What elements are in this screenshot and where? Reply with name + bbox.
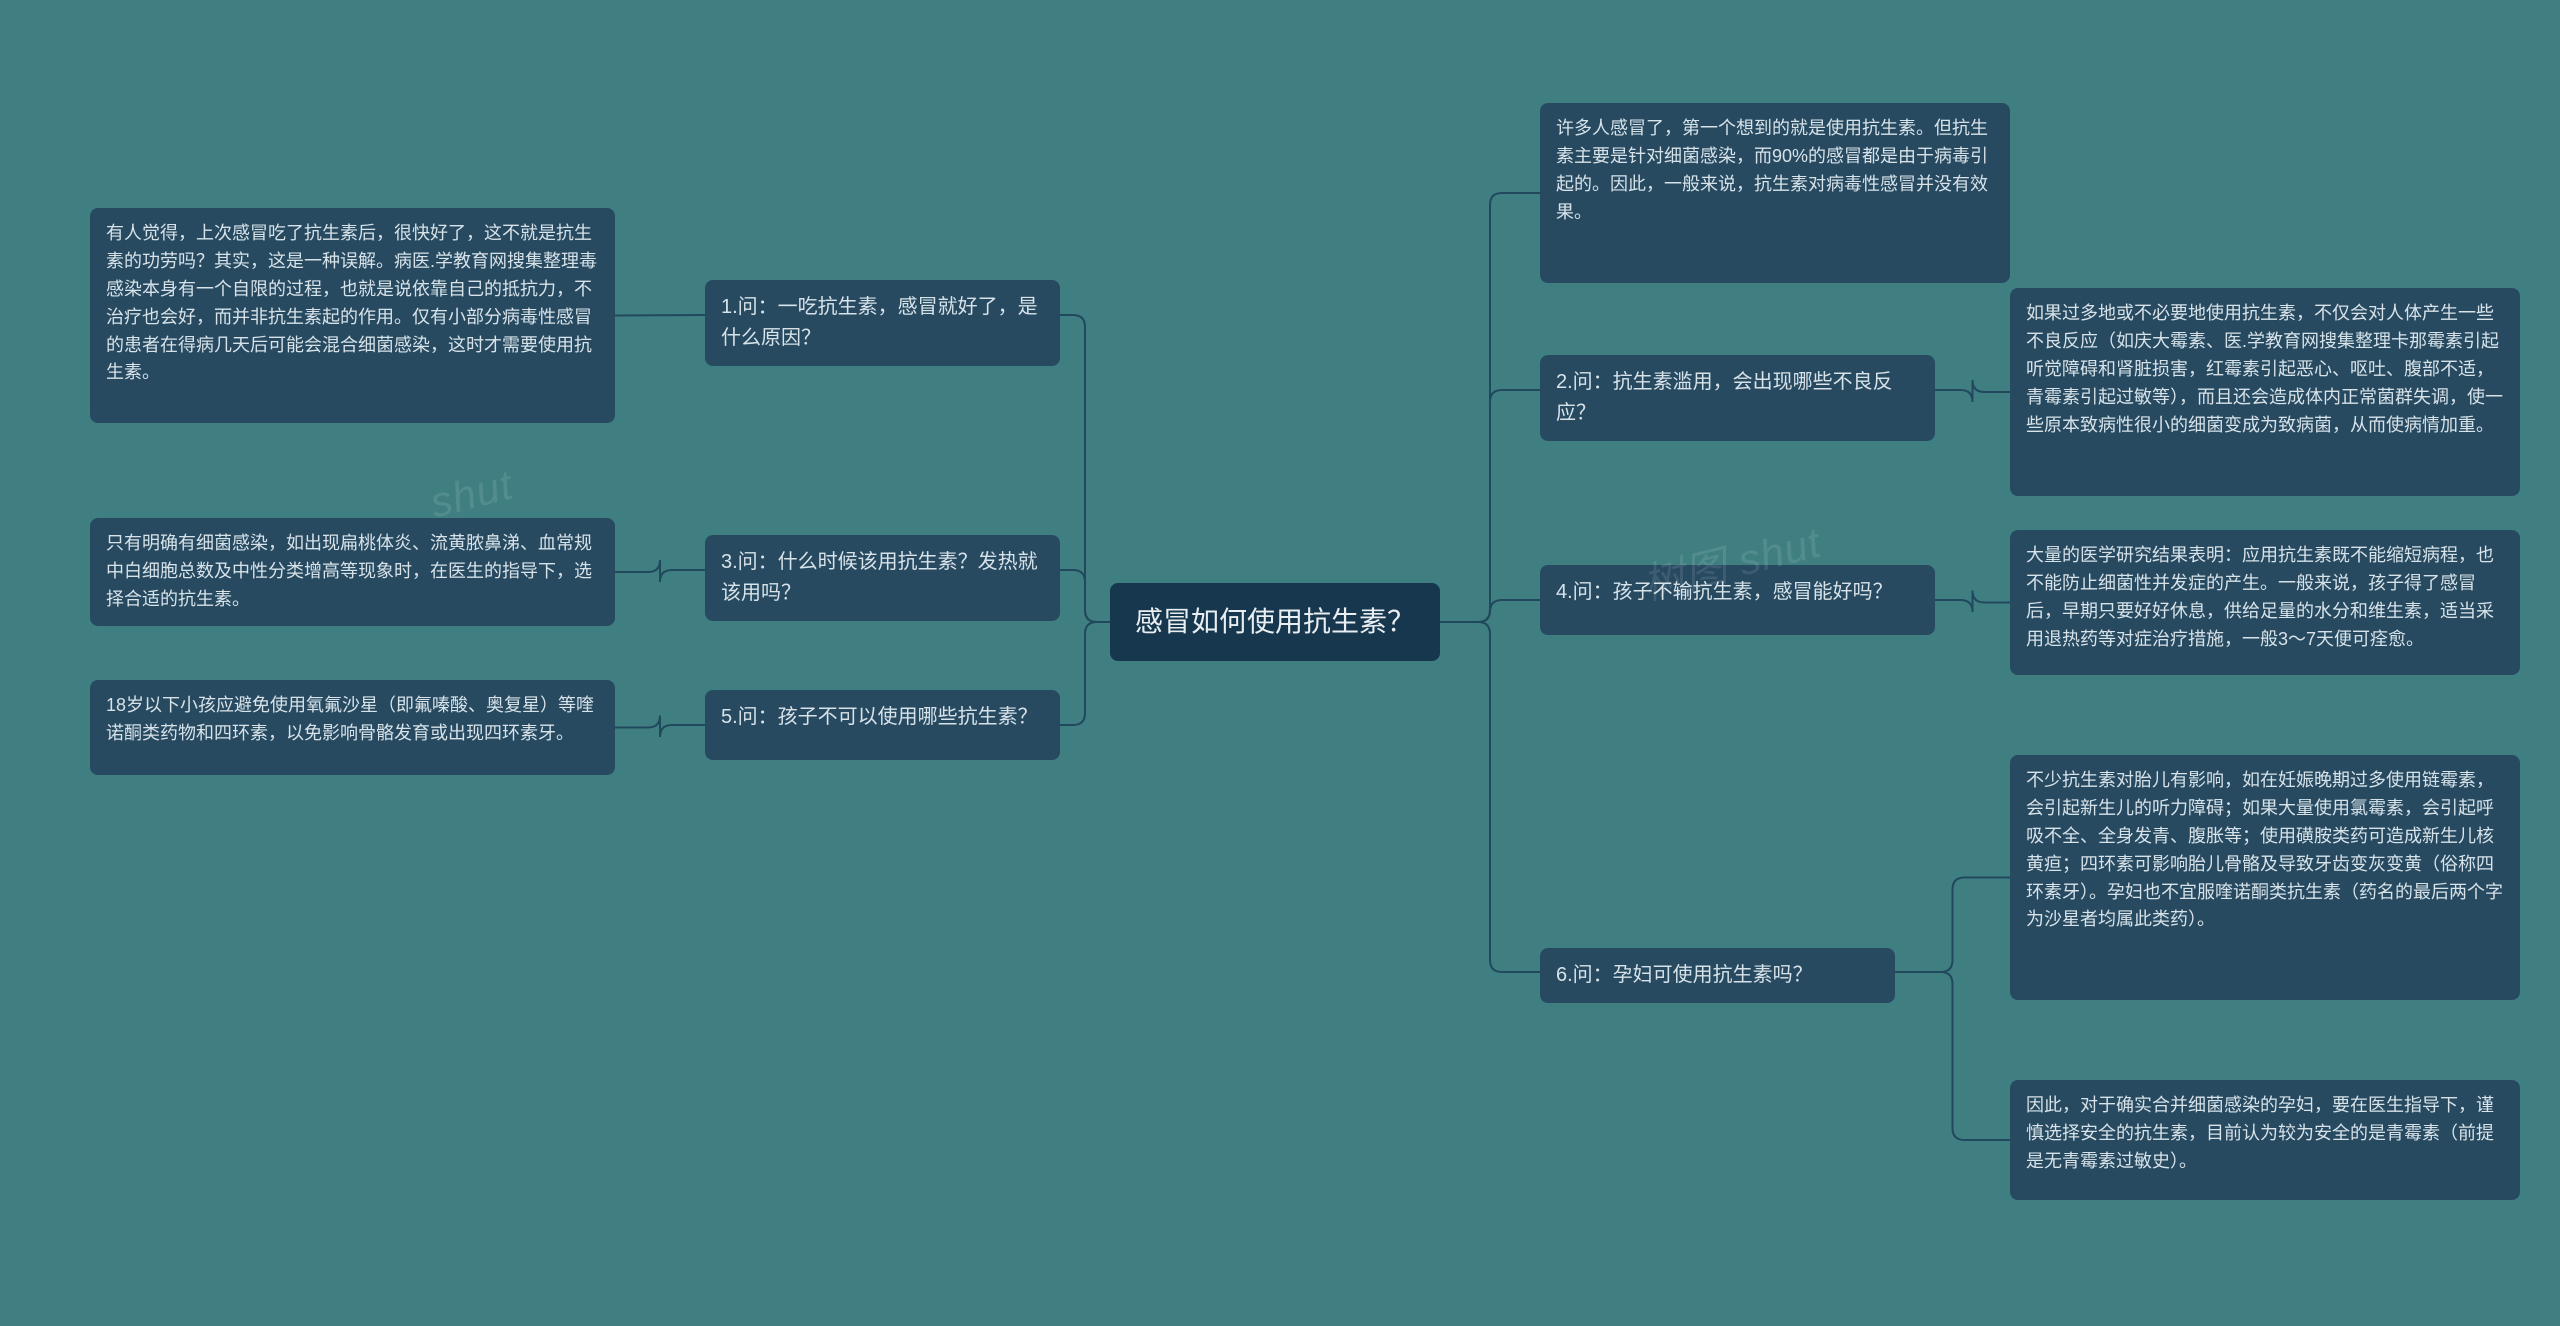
question-right-3[interactable]: 6.问：孕妇可使用抗生素吗？: [1540, 948, 1895, 1003]
answer-right-3-1[interactable]: 不少抗生素对胎儿有影响，如在妊娠晚期过多使用链霉素，会引起新生儿的听力障碍；如果…: [2010, 755, 2520, 1000]
answer-left-1[interactable]: 有人觉得，上次感冒吃了抗生素后，很快好了，这不就是抗生素的功劳吗？其实，这是一种…: [90, 208, 615, 423]
root-node[interactable]: 感冒如何使用抗生素？: [1110, 583, 1440, 661]
answer-right-1-1[interactable]: 如果过多地或不必要地使用抗生素，不仅会对人体产生一些不良反应（如庆大霉素、医.学…: [2010, 288, 2520, 496]
question-right-1[interactable]: 2.问：抗生素滥用，会出现哪些不良反应？: [1540, 355, 1935, 441]
question-left-2[interactable]: 3.问：什么时候该用抗生素？发热就该用吗？: [705, 535, 1060, 621]
answer-right-2-1[interactable]: 大量的医学研究结果表明：应用抗生素既不能缩短病程，也不能防止细菌性并发症的产生。…: [2010, 530, 2520, 675]
question-left-3[interactable]: 5.问：孩子不可以使用哪些抗生素？: [705, 690, 1060, 760]
answer-right-3-2[interactable]: 因此，对于确实合并细菌感染的孕妇，要在医生指导下，谨慎选择安全的抗生素，目前认为…: [2010, 1080, 2520, 1200]
mindmap-canvas: 感冒如何使用抗生素？ 许多人感冒了，第一个想到的就是使用抗生素。但抗生素主要是针对…: [0, 0, 2560, 1326]
intro-node[interactable]: 许多人感冒了，第一个想到的就是使用抗生素。但抗生素主要是针对细菌感染，而90%的…: [1540, 103, 2010, 283]
question-right-2[interactable]: 4.问：孩子不输抗生素，感冒能好吗？: [1540, 565, 1935, 635]
answer-left-3[interactable]: 18岁以下小孩应避免使用氧氟沙星（即氟嗪酸、奥复星）等喹诺酮类药物和四环素，以免…: [90, 680, 615, 775]
question-left-1[interactable]: 1.问：一吃抗生素，感冒就好了，是什么原因？: [705, 280, 1060, 366]
answer-left-2[interactable]: 只有明确有细菌感染，如出现扁桃体炎、流黄脓鼻涕、血常规中白细胞总数及中性分类增高…: [90, 518, 615, 626]
